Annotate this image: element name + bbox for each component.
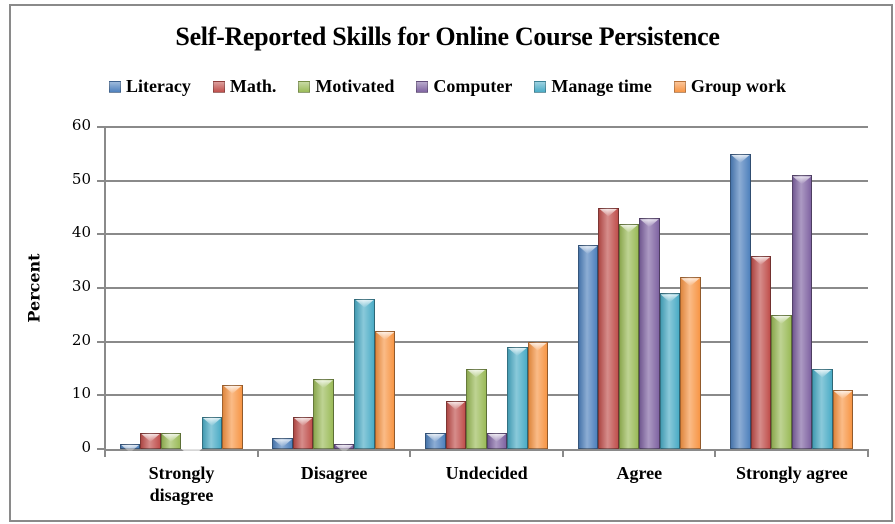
x-tick [256,449,259,457]
x-label-line: Strongly agree [735,463,848,483]
bar-computer-undecided [486,432,507,449]
legend-label: Math. [229,76,277,96]
legend-item: Group work [673,76,787,97]
bar-literacy-disagree [272,438,293,449]
x-tick-label: Agree [563,462,716,484]
bar-math-undecided [445,400,466,449]
gridline [105,340,868,343]
y-tick [97,340,105,343]
y-tick [97,287,105,289]
y-axis [104,127,106,453]
legend-label: Literacy [125,76,191,96]
y-tick-label: 20 [71,330,91,349]
legend-item: Motivated [298,76,394,97]
y-tick-label: 40 [71,223,91,242]
chart-title: Self-Reported Skills for Online Course P… [175,22,720,51]
bar-group-work-strongly-disagree [222,384,243,449]
bar-group-work-disagree [374,330,396,449]
bar-math-strongly-agree [750,255,772,449]
x-tick-label: Undecided [410,462,563,484]
bar-group-work-agree [680,277,701,449]
y-tick [97,126,105,128]
bar-motivated-disagree [313,379,334,449]
x-tick-label: Strongly agree [715,462,868,484]
legend-item: Math. [212,76,277,97]
gridline [105,394,868,397]
chart-legend: Literacy Math. Motivated Computer Manage tim… [0,76,895,97]
x-tick [867,449,869,457]
bar-literacy-agree [577,245,599,449]
bar-computer-agree [639,218,660,449]
chart-frame [9,4,893,522]
x-label-line: Undecided [445,463,528,483]
legend-swatch-icon [108,80,121,93]
legend-item: Manage time [534,76,652,97]
legend-label: Motivated [315,76,395,96]
bar-group-work-strongly-agree [832,389,854,449]
gridline [105,126,868,128]
y-tick-label: 60 [71,116,91,134]
legend-swatch-icon [534,80,547,93]
y-tick-label: 10 [71,384,91,403]
bar-math-agree [598,207,619,449]
bar-motivated-strongly-agree [771,314,792,449]
legend-item: Computer [416,76,512,97]
x-tick [104,449,106,457]
x-tick [714,449,717,457]
x-tick [561,449,564,457]
bar-math-disagree [292,416,314,449]
legend-swatch-icon [673,80,686,93]
bar-computer-strongly-agree [791,175,813,449]
gridline [105,233,868,236]
bar-manage-time-undecided [507,347,528,449]
bar-manage-time-disagree [354,298,375,449]
bar-literacy-strongly-disagree [119,443,141,449]
bar-computer-disagree [333,443,355,449]
x-label-line: disagree [149,485,214,505]
legend-label: Computer [433,76,513,96]
y-tick [97,179,105,182]
x-tick-label: Strongly disagree [105,462,258,506]
gridline [105,179,868,182]
bar-group-work-undecided [527,341,548,449]
bar-manage-time-strongly-agree [812,368,833,449]
x-tick-label: Disagree [258,462,411,484]
legend-label: Manage time [551,76,652,96]
bar-math-strongly-disagree [140,432,161,449]
x-label-line: Disagree [300,463,368,483]
y-tick [97,233,105,236]
legend-label: Group work [690,76,787,96]
bar-motivated-undecided [466,368,487,449]
bar-manage-time-strongly-disagree [201,416,223,449]
legend-swatch-icon [298,80,311,93]
bar-literacy-undecided [425,432,446,449]
y-tick [97,448,105,450]
legend-swatch-icon [416,80,429,93]
y-tick-label: 0 [81,438,91,456]
y-tick-label: 50 [71,169,91,188]
bar-motivated-strongly-disagree [160,432,182,449]
y-tick-label: 30 [71,277,91,295]
gridline [105,287,868,289]
y-tick [97,394,105,397]
x-tick [409,449,412,457]
x-label-line: Strongly [148,463,215,483]
bar-manage-time-agree [659,293,681,449]
bar-literacy-strongly-agree [730,153,751,449]
x-label-line: Agree [616,463,663,483]
bar-motivated-agree [618,223,640,449]
y-axis-title: Percent [24,253,44,323]
plot-area: 0 10 20 30 40 50 60 [72,116,869,457]
legend-swatch-icon [212,80,225,93]
legend-item: Literacy [108,76,191,97]
x-axis [105,449,868,451]
